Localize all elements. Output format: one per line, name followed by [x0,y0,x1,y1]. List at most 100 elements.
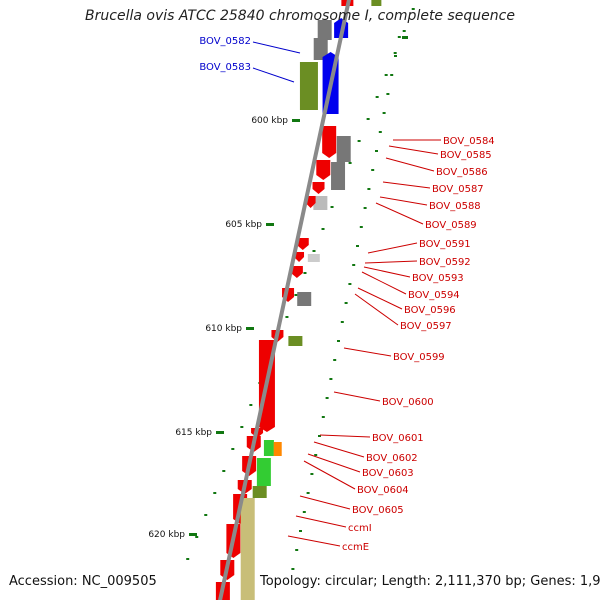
tick-dot [306,492,310,494]
leader-line [303,460,356,490]
leader-line [379,196,428,206]
tick-dot [299,530,302,532]
gene-block-gray [313,38,328,60]
tick-dot [285,316,289,318]
leader-line [299,495,351,510]
gene-label: BOV_0589 [425,220,477,231]
major-tick [216,431,224,434]
gene-block-lightgray [307,254,320,262]
tick-dot [318,435,321,437]
tick-dot [393,52,397,54]
tick-dot [375,150,378,152]
gene-arrow-red [296,238,309,250]
scale-label: 615 kbp [175,428,212,438]
major-tick [402,36,408,39]
tick-dot [333,359,337,361]
scale-label: 610 kbp [205,324,242,334]
gene-arrow-red [312,182,325,194]
scale-label: 600 kbp [251,116,288,126]
gene-arrow-red [316,160,331,180]
gene-arrow-red [322,126,337,158]
gene-label: ccmI [348,523,372,534]
gene-label: BOV_0597 [400,321,452,332]
tick-dot [295,549,299,551]
tick-dot [390,74,394,76]
gene-label: BOV_0596 [404,305,456,316]
gene-label: BOV_0584 [443,136,495,147]
leader-line [357,287,403,310]
tick-dot [302,511,306,513]
major-tick [292,119,300,122]
tick-dot [356,245,359,247]
tick-dot [222,470,226,472]
gene-label: BOV_0592 [419,257,471,268]
tick-dot [359,226,363,228]
gene-block-gray [297,292,312,306]
leader-line [287,535,341,547]
accession-text: Accession: NC_009505 [9,574,157,589]
gene-block-olive [252,486,267,498]
tick-dot [397,36,401,38]
leader-line [307,453,361,473]
gene-label: BOV_0583 [199,62,251,73]
tick-dot [321,416,325,418]
gene-label: BOV_0604 [357,485,409,496]
leader-line [319,434,371,438]
gene-label: BOV_0582 [199,36,251,47]
scale-label: 605 kbp [225,220,262,230]
tick-dot [340,321,344,323]
gene-block-gray [331,162,346,190]
gene-label: BOV_0600 [382,397,434,408]
gene-block-green [256,458,271,486]
tick-dot [348,162,352,164]
gene-block-green [263,440,274,456]
leader-line [333,391,381,402]
leader-line [252,67,295,83]
tick-dot [366,118,370,120]
tick-dot [386,93,390,95]
major-tick [189,533,197,536]
tick-dot [394,55,397,57]
leader-line [385,157,435,172]
gene-label: BOV_0603 [362,468,414,479]
gene-arrow-red [290,266,303,278]
tick-dot [411,8,415,10]
tick-dot [375,96,379,98]
tick-dot [291,568,295,570]
tick-dot [357,140,361,142]
major-tick [266,223,274,226]
scale-label: 620 kbp [148,530,185,540]
gene-label: BOV_0605 [352,505,404,516]
leader-line [295,515,347,528]
leader-line [361,271,407,295]
tick-dot [378,131,382,133]
tick-dot [231,448,235,450]
gene-block-olive [299,62,318,110]
gene-label: BOV_0602 [366,453,418,464]
tick-dot [249,404,253,406]
tick-dot [330,206,334,208]
genome-summary: Topology: circular; Length: 2,111,370 bp… [260,574,600,589]
tick-dot [348,283,352,285]
tick-dot [382,112,386,114]
tick-dot [367,188,371,190]
gene-label: BOV_0588 [429,201,481,212]
gene-block-lightgray [313,196,328,210]
tick-dot [344,302,348,304]
tick-dot [303,272,307,274]
gene-label: BOV_0591 [419,239,471,250]
tick-dot [402,30,406,32]
gene-label: BOV_0587 [432,184,484,195]
tick-dot [384,74,388,76]
tick-dot [186,558,190,560]
tick-dot [195,536,199,538]
gene-label: BOV_0586 [436,167,488,178]
tick-dot [312,250,316,252]
leader-line [388,145,439,155]
tick-dot [213,492,217,494]
gene-block-orange [273,442,282,456]
label-leader-lines [252,41,441,547]
leader-line [367,242,418,254]
gene-block-olive [288,336,303,346]
